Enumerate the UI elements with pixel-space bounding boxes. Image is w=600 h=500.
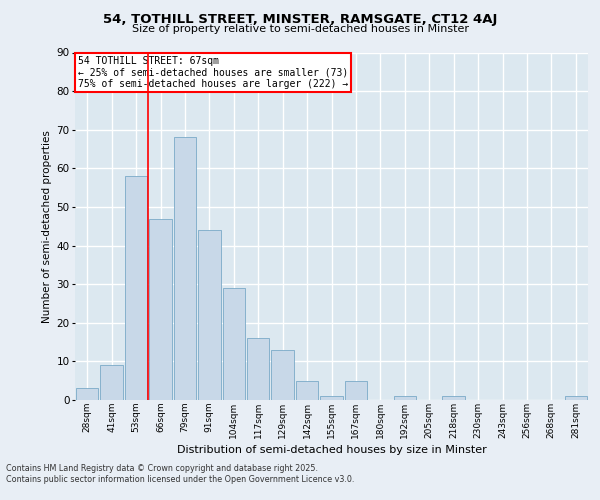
Y-axis label: Number of semi-detached properties: Number of semi-detached properties xyxy=(42,130,52,322)
X-axis label: Distribution of semi-detached houses by size in Minster: Distribution of semi-detached houses by … xyxy=(176,444,487,454)
Bar xyxy=(223,288,245,400)
Bar xyxy=(100,365,123,400)
Bar xyxy=(320,396,343,400)
Bar xyxy=(442,396,465,400)
Bar xyxy=(149,218,172,400)
Bar xyxy=(296,380,319,400)
Bar xyxy=(271,350,294,400)
Bar xyxy=(198,230,221,400)
Text: 54 TOTHILL STREET: 67sqm
← 25% of semi-detached houses are smaller (73)
75% of s: 54 TOTHILL STREET: 67sqm ← 25% of semi-d… xyxy=(77,56,348,89)
Bar xyxy=(344,380,367,400)
Text: Contains HM Land Registry data © Crown copyright and database right 2025.: Contains HM Land Registry data © Crown c… xyxy=(6,464,318,473)
Bar xyxy=(247,338,269,400)
Text: 54, TOTHILL STREET, MINSTER, RAMSGATE, CT12 4AJ: 54, TOTHILL STREET, MINSTER, RAMSGATE, C… xyxy=(103,12,497,26)
Text: Contains public sector information licensed under the Open Government Licence v3: Contains public sector information licen… xyxy=(6,475,355,484)
Text: Size of property relative to semi-detached houses in Minster: Size of property relative to semi-detach… xyxy=(131,24,469,34)
Bar xyxy=(394,396,416,400)
Bar xyxy=(173,138,196,400)
Bar xyxy=(565,396,587,400)
Bar xyxy=(125,176,148,400)
Bar xyxy=(76,388,98,400)
